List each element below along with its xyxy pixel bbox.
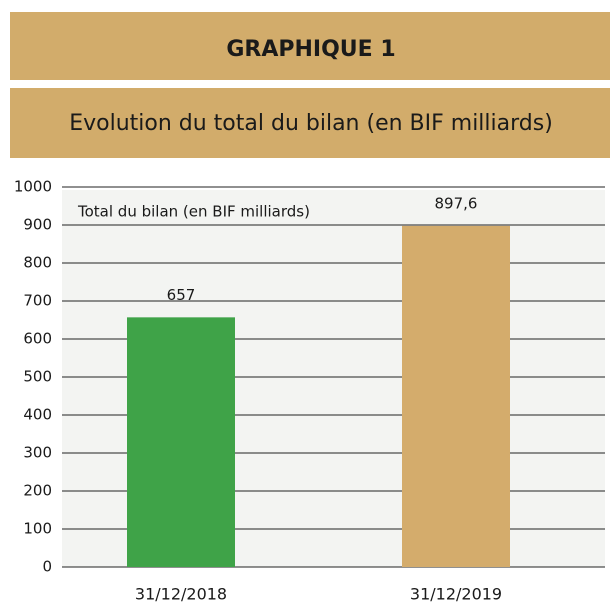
y-tick-label: 300 <box>23 444 52 462</box>
y-tick-label: 100 <box>23 520 52 538</box>
y-tick-label: 1000 <box>14 178 52 196</box>
value-label: 657 <box>167 286 196 304</box>
y-tick-label: 0 <box>42 558 52 576</box>
chart-title: GRAPHIQUE 1 <box>226 37 395 62</box>
y-tick-label: 900 <box>23 216 52 234</box>
y-tick-label: 800 <box>23 254 52 272</box>
y-tick-label: 700 <box>23 292 52 310</box>
series-label: Total du bilan (en BIF milliards) <box>77 203 310 221</box>
value-label: 897,6 <box>435 194 478 212</box>
chart-subtitle: Evolution du total du bilan (en BIF mill… <box>69 111 553 136</box>
subtitle-band <box>10 88 610 158</box>
y-tick-label: 500 <box>23 368 52 386</box>
bar <box>402 225 510 568</box>
bar <box>127 317 235 567</box>
y-tick-label: 200 <box>23 482 52 500</box>
y-tick-label: 400 <box>23 406 52 424</box>
title-band <box>10 12 610 80</box>
y-tick-label: 600 <box>23 330 52 348</box>
x-tick-label: 31/12/2018 <box>135 585 227 604</box>
x-tick-label: 31/12/2019 <box>410 585 502 604</box>
